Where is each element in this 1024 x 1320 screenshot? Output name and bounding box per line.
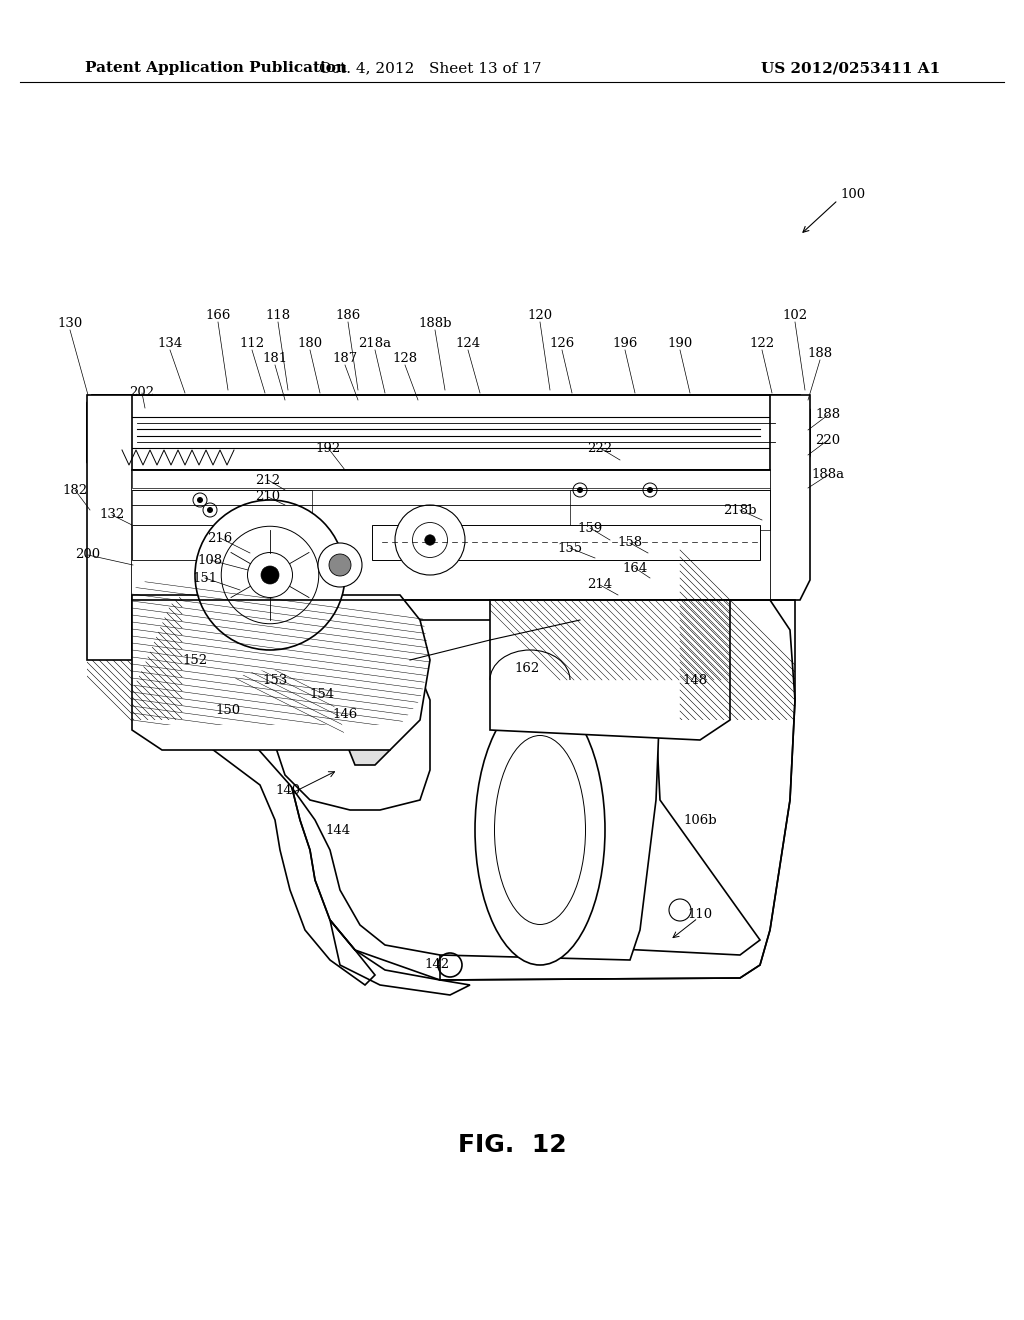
Text: 108: 108	[198, 553, 222, 566]
Circle shape	[207, 507, 213, 513]
Polygon shape	[132, 470, 770, 488]
Text: 153: 153	[262, 673, 288, 686]
Text: 218b: 218b	[723, 503, 757, 516]
Text: 118: 118	[265, 309, 291, 322]
Text: 128: 128	[392, 352, 418, 366]
Polygon shape	[87, 395, 810, 470]
Circle shape	[195, 500, 345, 649]
Text: 188b: 188b	[418, 317, 452, 330]
Text: 158: 158	[617, 536, 643, 549]
Polygon shape	[490, 601, 730, 741]
Circle shape	[395, 506, 465, 576]
Text: 188a: 188a	[811, 469, 845, 482]
Text: 166: 166	[206, 309, 230, 322]
Text: 122: 122	[750, 337, 774, 350]
Text: 155: 155	[557, 541, 583, 554]
Text: 120: 120	[527, 309, 553, 322]
Text: 210: 210	[255, 491, 281, 503]
Text: 180: 180	[297, 337, 323, 350]
Text: 187: 187	[333, 352, 357, 366]
Text: 110: 110	[687, 908, 713, 921]
Text: 216: 216	[208, 532, 232, 544]
Text: 148: 148	[682, 673, 708, 686]
Text: 220: 220	[815, 433, 841, 446]
Text: 188: 188	[808, 347, 833, 360]
Text: 181: 181	[262, 352, 288, 366]
Text: 188: 188	[815, 408, 841, 421]
Circle shape	[329, 554, 351, 576]
Circle shape	[197, 498, 203, 503]
Text: 190: 190	[668, 337, 692, 350]
Text: US 2012/0253411 A1: US 2012/0253411 A1	[761, 61, 940, 75]
Text: 100: 100	[840, 189, 865, 202]
Polygon shape	[87, 395, 132, 660]
Text: 126: 126	[549, 337, 574, 350]
Text: 218a: 218a	[358, 337, 391, 350]
Polygon shape	[770, 395, 810, 601]
Text: FIG.  12: FIG. 12	[458, 1133, 566, 1158]
Text: 192: 192	[315, 441, 341, 454]
Text: 202: 202	[129, 387, 155, 400]
Text: 124: 124	[456, 337, 480, 350]
Text: 152: 152	[182, 653, 208, 667]
Text: Patent Application Publication: Patent Application Publication	[85, 61, 347, 75]
Text: 222: 222	[588, 441, 612, 454]
Text: 140: 140	[275, 784, 301, 796]
Text: 196: 196	[612, 337, 638, 350]
Polygon shape	[215, 620, 660, 960]
Text: 150: 150	[215, 704, 241, 717]
Text: Oct. 4, 2012   Sheet 13 of 17: Oct. 4, 2012 Sheet 13 of 17	[318, 61, 542, 75]
Text: 132: 132	[99, 508, 125, 521]
Polygon shape	[260, 620, 430, 810]
Text: 112: 112	[240, 337, 264, 350]
Circle shape	[577, 487, 583, 492]
Text: 212: 212	[255, 474, 281, 487]
Polygon shape	[372, 525, 760, 560]
Circle shape	[425, 535, 435, 545]
Text: 182: 182	[62, 483, 88, 496]
Bar	[117, 417, 780, 447]
Text: 130: 130	[57, 317, 83, 330]
Text: 134: 134	[158, 337, 182, 350]
Bar	[132, 470, 770, 601]
Text: 214: 214	[588, 578, 612, 591]
Circle shape	[261, 566, 279, 583]
Text: 200: 200	[76, 549, 100, 561]
Polygon shape	[132, 525, 292, 560]
Text: 144: 144	[326, 824, 350, 837]
Text: 106b: 106b	[683, 813, 717, 826]
Text: 159: 159	[578, 521, 603, 535]
Polygon shape	[340, 671, 395, 766]
Circle shape	[318, 543, 362, 587]
Text: 186: 186	[336, 309, 360, 322]
Text: 154: 154	[309, 689, 335, 701]
Circle shape	[647, 487, 653, 492]
Ellipse shape	[475, 696, 605, 965]
Polygon shape	[132, 595, 430, 750]
Text: 164: 164	[623, 561, 647, 574]
Text: 102: 102	[782, 309, 808, 322]
Text: 151: 151	[193, 572, 217, 585]
Text: 142: 142	[424, 958, 450, 972]
Text: 146: 146	[333, 709, 357, 722]
Polygon shape	[132, 601, 795, 979]
Text: 162: 162	[514, 661, 540, 675]
